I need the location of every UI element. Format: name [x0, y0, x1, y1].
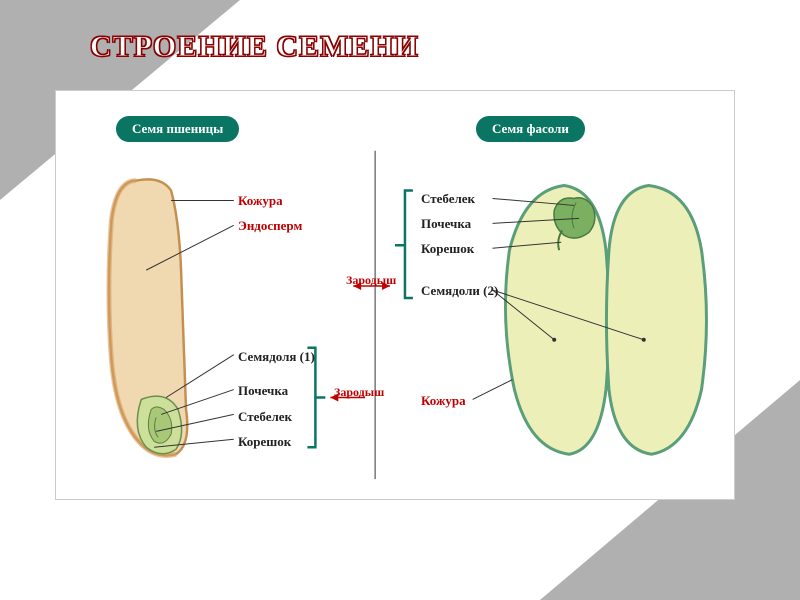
- page-title: СТРОЕНИЕ СЕМЕНИ: [90, 30, 419, 64]
- label-wheat-koreshok: Корешок: [238, 434, 291, 450]
- label-bean-kozhura: Кожура: [421, 393, 466, 409]
- diagram-svg: [56, 91, 734, 499]
- label-bean-semyadoli: Семядоли (2): [421, 283, 498, 299]
- embryo-label-wheat: Зародыш: [334, 385, 384, 400]
- embryo-label-center: Зародыш: [346, 273, 396, 288]
- diagram-container: Семя пшеницы Семя фасоли: [55, 90, 735, 500]
- label-wheat-endosperm: Эндосперм: [238, 218, 302, 234]
- label-wheat-pochechka: Почечка: [238, 383, 288, 399]
- label-bean-koreshok: Корешок: [421, 241, 474, 257]
- label-bean-stebelek: Стебелек: [421, 191, 475, 207]
- label-wheat-semyadolya: Семядоля (1): [238, 349, 315, 365]
- label-wheat-kozhura: Кожура: [238, 193, 283, 209]
- label-wheat-stebelek: Стебелек: [238, 409, 292, 425]
- label-bean-pochechka: Почечка: [421, 216, 471, 232]
